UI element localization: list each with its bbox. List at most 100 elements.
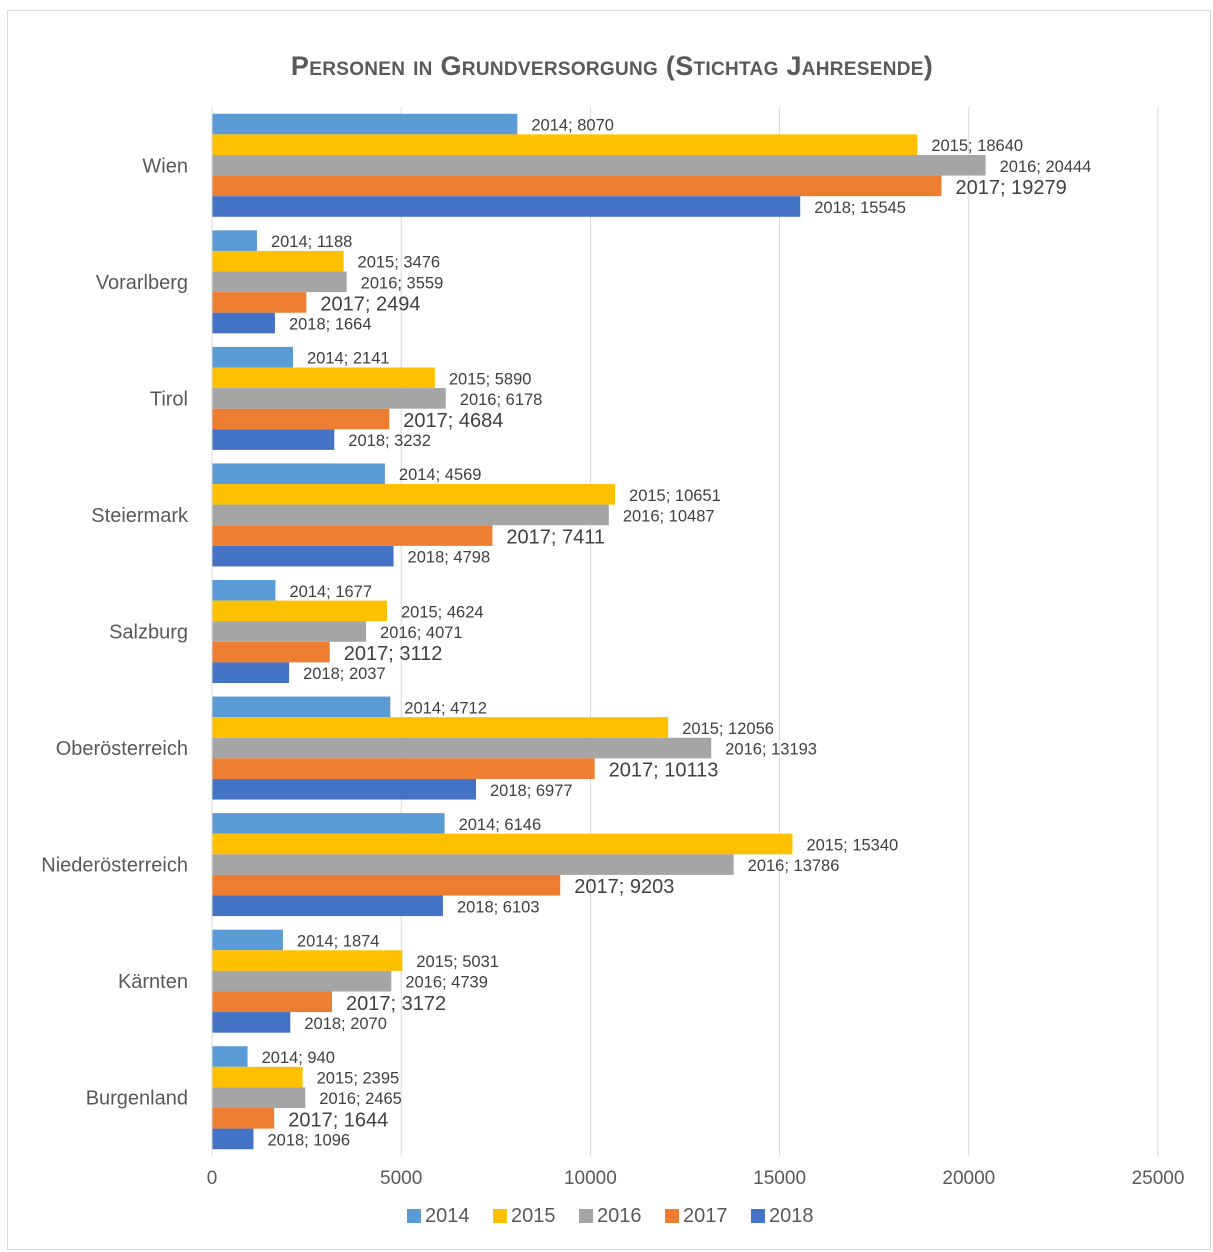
legend-swatch-2016: [579, 1209, 593, 1223]
bar-wien-2017: [212, 175, 942, 197]
legend-label-2017: 2017: [683, 1205, 728, 1227]
bar-vorarlberg-2017: [212, 292, 307, 313]
category-label-niederoesterreich: Niederösterreich: [41, 855, 188, 877]
data-label-wien-2018: 2018; 15545: [814, 199, 906, 217]
bar-oberoesterreich-2017: [212, 758, 595, 779]
bar-oberoesterreich-2016: [212, 737, 712, 759]
bar-kaernten-2017: [212, 991, 333, 1013]
bar-burgenland-2014: [212, 1046, 248, 1067]
data-label-vorarlberg-2018: 2018; 1664: [289, 316, 372, 334]
data-label-salzburg-2017: 2017; 3112: [344, 643, 443, 665]
legend-swatch-2014: [407, 1209, 421, 1223]
legend-label-2018: 2018: [769, 1205, 814, 1227]
data-label-wien-2016: 2016; 20444: [1000, 158, 1092, 176]
bar-vorarlberg-2018: [212, 312, 275, 334]
data-label-tirol-2014: 2014; 2141: [307, 350, 390, 368]
data-label-steiermark-2017: 2017; 7411: [506, 527, 605, 549]
data-label-wien-2015: 2015; 18640: [931, 137, 1023, 155]
bar-oberoesterreich-2014: [212, 696, 391, 718]
bar-salzburg-2018: [212, 662, 290, 683]
legend-label-2016: 2016: [597, 1205, 642, 1227]
data-label-oberoesterreich-2014: 2014; 4712: [404, 699, 487, 717]
bar-wien-2016: [212, 154, 986, 176]
data-label-steiermark-2015: 2015; 10651: [629, 487, 721, 505]
bar-tirol-2017: [212, 408, 390, 430]
bar-oberoesterreich-2015: [212, 717, 669, 738]
data-label-steiermark-2018: 2018; 4798: [408, 549, 491, 567]
x-tick-label: 25000: [1132, 1168, 1185, 1189]
data-label-vorarlberg-2015: 2015; 3476: [358, 254, 441, 272]
data-label-kaernten-2014: 2014; 1874: [297, 932, 380, 950]
data-label-wien-2017: 2017; 19279: [956, 177, 1067, 199]
legend-label-2014: 2014: [425, 1205, 470, 1227]
bar-salzburg-2014: [212, 580, 276, 601]
legend-label-2015: 2015: [511, 1205, 556, 1227]
data-label-tirol-2015: 2015; 5890: [449, 370, 532, 388]
legend: 2014 2015 2016 2017 2018: [407, 1205, 814, 1227]
data-label-kaernten-2016: 2016; 4739: [405, 974, 488, 992]
bar-tirol-2018: [212, 429, 335, 450]
bar-burgenland-2015: [212, 1066, 303, 1088]
category-label-wien: Wien: [142, 155, 188, 177]
data-label-steiermark-2014: 2014; 4569: [399, 466, 482, 484]
category-label-kaernten: Kärnten: [118, 971, 188, 993]
data-label-vorarlberg-2016: 2016; 3559: [361, 274, 444, 292]
data-label-burgenland-2014: 2014; 940: [262, 1049, 335, 1067]
chart-area: Personen in Grundversorgung (Stichtag Ja…: [7, 10, 1211, 1250]
bar-niederoesterreich-2017: [212, 874, 561, 896]
category-label-salzburg: Salzburg: [109, 622, 188, 644]
bar-oberoesterreich-2018: [212, 778, 477, 800]
bar-wien-2018: [212, 196, 801, 217]
data-label-oberoesterreich-2016: 2016; 13193: [725, 741, 817, 759]
bar-wien-2015: [212, 134, 918, 155]
bar-vorarlberg-2016: [212, 271, 347, 293]
data-label-oberoesterreich-2015: 2015; 12056: [682, 720, 774, 738]
bar-niederoesterreich-2018: [212, 895, 443, 917]
data-label-niederoesterreich-2014: 2014; 6146: [459, 816, 542, 834]
data-label-burgenland-2017: 2017; 1644: [288, 1109, 388, 1131]
data-label-salzburg-2016: 2016; 4071: [380, 624, 463, 642]
bar-burgenland-2018: [212, 1128, 254, 1150]
data-label-salzburg-2018: 2018; 2037: [303, 665, 386, 683]
data-label-niederoesterreich-2015: 2015; 15340: [806, 837, 898, 855]
bar-kaernten-2014: [212, 929, 283, 951]
data-label-oberoesterreich-2018: 2018; 6977: [490, 782, 573, 800]
data-label-niederoesterreich-2017: 2017; 9203: [574, 876, 674, 898]
data-label-salzburg-2015: 2015; 4624: [401, 603, 484, 621]
data-label-kaernten-2015: 2015; 5031: [416, 953, 499, 971]
bar-steiermark-2016: [212, 504, 609, 526]
cropped-header-fragment: [0, 0, 1213, 8]
data-label-kaernten-2018: 2018; 2070: [304, 1015, 387, 1033]
data-label-burgenland-2016: 2016; 2465: [319, 1090, 402, 1108]
legend-swatch-2018: [751, 1209, 765, 1223]
axes: 0 5000 10000 15000 20000 25000 Wien Vorarlberg T…: [41, 107, 1184, 1189]
data-label-vorarlberg-2014: 2014; 1188: [271, 233, 352, 251]
x-tick-label: 5000: [380, 1168, 422, 1189]
bar-salzburg-2017: [212, 641, 330, 663]
x-tick-label: 0: [207, 1168, 218, 1189]
bar-salzburg-2015: [212, 600, 387, 622]
x-tick-label: 20000: [942, 1168, 995, 1189]
data-label-oberoesterreich-2017: 2017; 10113: [609, 760, 719, 782]
bar-chart: Personen in Grundversorgung (Stichtag Ja…: [41, 51, 1184, 1227]
data-label-tirol-2017: 2017; 4684: [403, 410, 503, 432]
bars: [212, 113, 986, 1150]
category-label-tirol: Tirol: [150, 388, 188, 410]
data-label-tirol-2016: 2016; 6178: [460, 391, 543, 409]
data-label-kaernten-2017: 2017; 3172: [346, 993, 446, 1015]
bar-kaernten-2016: [212, 970, 392, 992]
data-label-burgenland-2018: 2018; 1096: [267, 1131, 350, 1149]
data-label-salzburg-2014: 2014; 1677: [289, 583, 372, 601]
data-label-niederoesterreich-2016: 2016; 13786: [748, 857, 840, 875]
bar-salzburg-2016: [212, 621, 367, 642]
bar-wien-2014: [212, 113, 518, 135]
data-label-wien-2014: 2014; 8070: [531, 117, 614, 135]
bar-steiermark-2017: [212, 525, 493, 546]
category-label-steiermark: Steiermark: [91, 505, 189, 527]
bar-vorarlberg-2014: [212, 230, 257, 251]
bar-steiermark-2018: [212, 545, 394, 567]
data-label-niederoesterreich-2018: 2018; 6103: [457, 898, 540, 916]
data-label-vorarlberg-2017: 2017; 2494: [320, 293, 420, 315]
bar-kaernten-2018: [212, 1012, 291, 1033]
bar-steiermark-2015: [212, 484, 616, 505]
